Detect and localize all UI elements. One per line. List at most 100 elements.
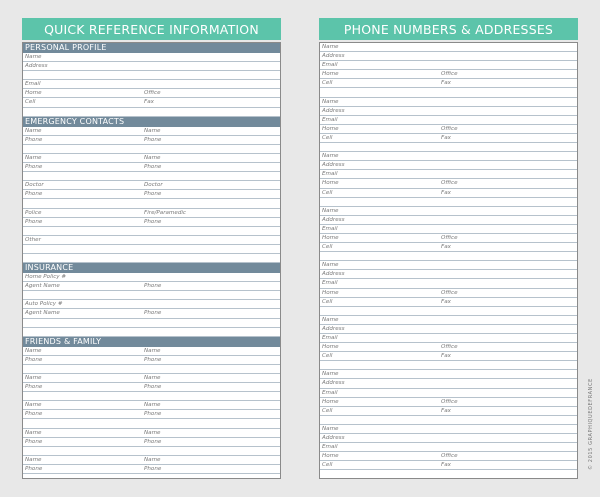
form-row[interactable]: Cell Fax: [320, 134, 577, 144]
form-row[interactable]: Name Name: [23, 401, 280, 411]
form-row[interactable]: Phone Phone: [23, 410, 280, 420]
form-row[interactable]: [23, 319, 280, 328]
form-row[interactable]: Name: [320, 261, 577, 271]
form-row[interactable]: Name Name: [23, 374, 280, 384]
form-row[interactable]: Auto Policy #: [23, 300, 280, 310]
form-row[interactable]: [320, 88, 577, 98]
form-row[interactable]: [23, 447, 280, 456]
form-row[interactable]: Name: [320, 207, 577, 216]
form-row[interactable]: [320, 416, 577, 425]
form-row[interactable]: Email: [320, 443, 577, 453]
form-row[interactable]: Phone Phone: [23, 465, 280, 475]
form-row[interactable]: Cell Fax: [320, 298, 577, 307]
form-row[interactable]: Email: [320, 334, 577, 344]
form-row[interactable]: Police Fire/Paramedic: [23, 209, 280, 218]
form-row[interactable]: Email: [320, 279, 577, 289]
form-row[interactable]: [320, 198, 577, 207]
form-row[interactable]: Name Name: [23, 347, 280, 356]
form-row[interactable]: Phone Phone: [23, 356, 280, 365]
form-row[interactable]: Email: [320, 389, 577, 398]
form-row[interactable]: Email: [320, 170, 577, 180]
form-row[interactable]: Home Office: [320, 289, 577, 298]
form-row[interactable]: Address: [320, 325, 577, 334]
form-row[interactable]: [23, 365, 280, 374]
form-row[interactable]: Email: [320, 61, 577, 71]
form-row[interactable]: [23, 328, 280, 337]
form-row[interactable]: Agent Name Phone: [23, 309, 280, 319]
form-row[interactable]: Name: [320, 98, 577, 107]
form-row[interactable]: Cell Fax: [320, 461, 577, 471]
form-row[interactable]: Address: [320, 379, 577, 389]
field-label: Email: [322, 280, 338, 287]
form-row[interactable]: [23, 474, 280, 478]
form-row[interactable]: [320, 361, 577, 371]
form-row[interactable]: Address: [320, 107, 577, 116]
form-row[interactable]: Home Office: [320, 179, 577, 189]
form-row[interactable]: Phone Phone: [23, 438, 280, 447]
form-row[interactable]: Address: [320, 52, 577, 62]
form-row[interactable]: Home Office: [320, 125, 577, 134]
form-row[interactable]: Agent Name Phone: [23, 282, 280, 292]
form-row[interactable]: [23, 145, 280, 154]
form-row[interactable]: Address: [320, 434, 577, 444]
form-row[interactable]: Home Office: [320, 452, 577, 462]
form-row[interactable]: Home Office: [320, 234, 577, 244]
form-row[interactable]: Cell Fax: [320, 79, 577, 89]
form-row[interactable]: Name: [320, 316, 577, 325]
form-row[interactable]: Cell Fax: [320, 407, 577, 416]
form-row[interactable]: Name Name: [23, 456, 280, 465]
field-label: Name: [25, 429, 42, 436]
form-row[interactable]: Home Office: [320, 70, 577, 80]
field-label: Name: [25, 375, 42, 381]
form-row[interactable]: Address: [23, 62, 280, 72]
form-row[interactable]: [320, 252, 577, 262]
form-row[interactable]: [23, 71, 280, 81]
form-row[interactable]: Name Name: [23, 154, 280, 164]
form-row[interactable]: Phone Phone: [23, 163, 280, 173]
form-row[interactable]: [23, 392, 280, 402]
form-row[interactable]: Doctor Doctor: [23, 181, 280, 191]
form-row[interactable]: Phone Phone: [23, 190, 280, 200]
form-row[interactable]: Name: [23, 53, 280, 63]
form-row[interactable]: Name: [320, 425, 577, 435]
form-row[interactable]: Name Name: [23, 429, 280, 438]
form-row[interactable]: [23, 254, 280, 264]
form-row[interactable]: [320, 143, 577, 153]
form-row[interactable]: Name: [320, 370, 577, 380]
copyright: © 2015 GRAPHIQUEDEFRANCE: [588, 378, 594, 470]
form-row[interactable]: Other: [23, 236, 280, 245]
form-row[interactable]: Phone Phone: [23, 383, 280, 393]
form-row[interactable]: Home Office: [23, 89, 280, 99]
field-label: Address: [322, 325, 345, 332]
form-row[interactable]: [23, 227, 280, 236]
form-row[interactable]: [23, 108, 280, 117]
field-label: Home Policy #: [25, 274, 67, 281]
form-row[interactable]: Cell Fax: [320, 243, 577, 253]
form-row[interactable]: Home Office: [320, 343, 577, 353]
form-row[interactable]: Home Office: [320, 398, 577, 407]
form-row[interactable]: Email: [23, 80, 280, 90]
form-row[interactable]: [23, 291, 280, 301]
form-row[interactable]: [23, 419, 280, 429]
form-row[interactable]: Home Policy #: [23, 273, 280, 283]
form-row[interactable]: Name: [320, 152, 577, 162]
form-row[interactable]: Address: [320, 161, 577, 171]
form-row[interactable]: Cell Fax: [23, 98, 280, 108]
form-row[interactable]: Phone Phone: [23, 218, 280, 227]
form-row[interactable]: [320, 307, 577, 316]
form-row[interactable]: Cell Fax: [320, 189, 577, 198]
form-row[interactable]: [23, 199, 280, 209]
form-row[interactable]: [320, 470, 577, 478]
field-label: Address: [322, 435, 345, 442]
form-row[interactable]: Name: [320, 43, 577, 53]
form-row[interactable]: [23, 172, 280, 182]
form-row[interactable]: Name Name: [23, 127, 280, 136]
form-row[interactable]: Phone Phone: [23, 136, 280, 145]
form-row[interactable]: Address: [320, 270, 577, 280]
form-row[interactable]: Email: [320, 116, 577, 125]
form-row[interactable]: Cell Fax: [320, 352, 577, 362]
field-label: Cell: [322, 189, 333, 196]
form-row[interactable]: Email: [320, 225, 577, 234]
form-row[interactable]: [23, 245, 280, 254]
form-row[interactable]: Address: [320, 216, 577, 225]
